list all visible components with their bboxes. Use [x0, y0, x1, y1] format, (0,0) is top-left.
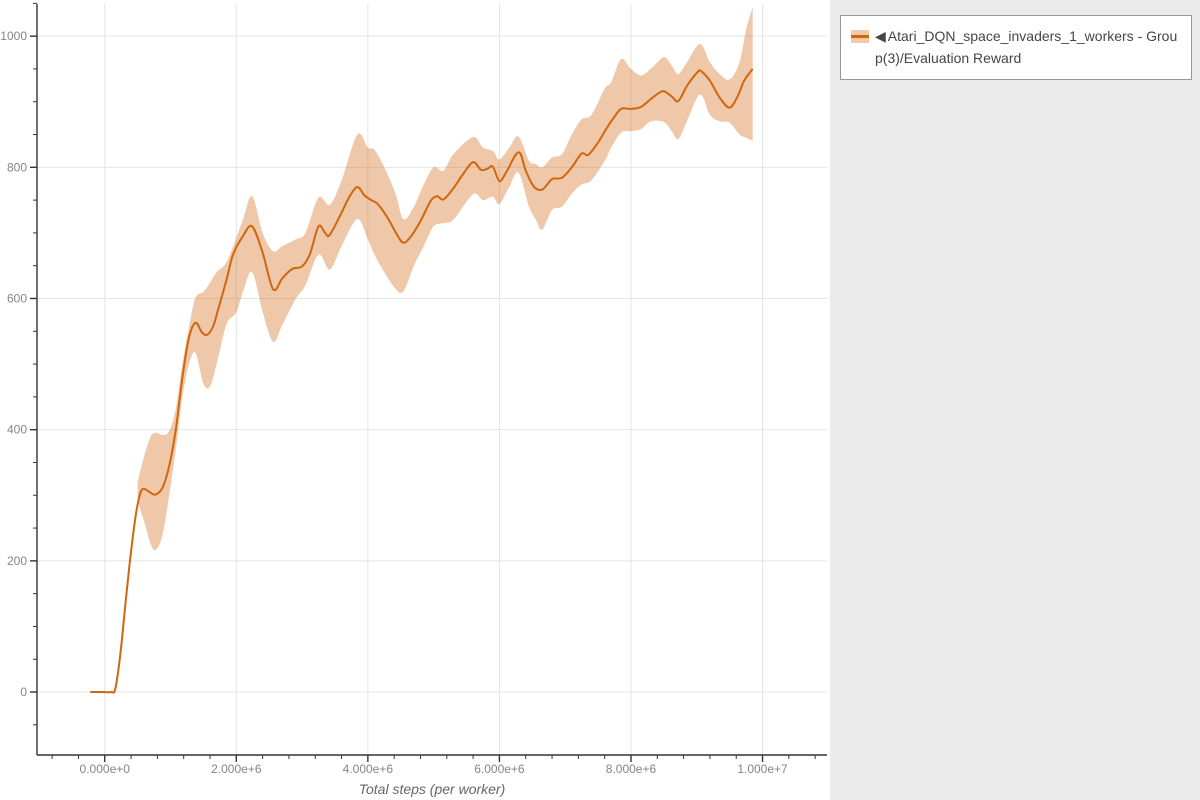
- svg-text:200: 200: [7, 554, 27, 568]
- legend-item[interactable]: ◀ Atari_DQN_space_invaders_1_workers - Gr…: [875, 25, 1183, 69]
- svg-text:0.000e+0: 0.000e+0: [80, 762, 131, 776]
- svg-text:1000: 1000: [0, 29, 27, 43]
- svg-text:2.000e+6: 2.000e+6: [211, 762, 262, 776]
- svg-text:800: 800: [7, 160, 27, 174]
- confidence-band: [137, 7, 753, 551]
- svg-text:1.000e+7: 1.000e+7: [737, 762, 788, 776]
- legend-box: ◀ Atari_DQN_space_invaders_1_workers - Gr…: [840, 15, 1192, 80]
- svg-text:6.000e+6: 6.000e+6: [474, 762, 525, 776]
- x-tick-labels: 0.000e+0 2.000e+6 4.000e+6 6.000e+6 8.000e+6…: [80, 762, 788, 776]
- axes: [36, 4, 827, 756]
- svg-text:600: 600: [7, 291, 27, 305]
- legend-series-swatch-icon: [851, 30, 869, 43]
- svg-text:4.000e+6: 4.000e+6: [343, 762, 394, 776]
- gridlines: [37, 4, 827, 755]
- legend-swatch-line-icon: [851, 35, 869, 38]
- tick-marks: [30, 2, 816, 762]
- x-axis-title: Total steps (per worker): [358, 781, 506, 797]
- series-line: [90, 68, 754, 694]
- legend-label: Atari_DQN_space_invaders_1_workers - Gro…: [875, 28, 1178, 66]
- svg-text:8.000e+6: 8.000e+6: [606, 762, 657, 776]
- svg-text:0: 0: [20, 685, 27, 699]
- y-tick-labels: 0 200 400 600 800 1000: [0, 29, 27, 699]
- svg-text:400: 400: [7, 423, 27, 437]
- legend-collapse-triangle-icon: ◀: [875, 28, 886, 44]
- plot-background-panel: [0, 0, 830, 800]
